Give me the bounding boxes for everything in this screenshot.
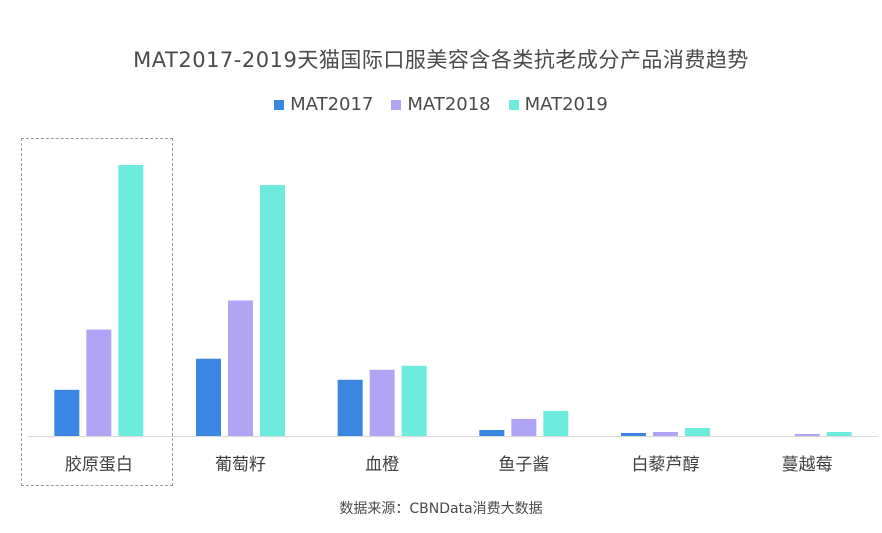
- bar-mat2018-4: [653, 431, 678, 436]
- bar-mat2019-0: [118, 165, 144, 436]
- legend-label-mat2017: MAT2017: [290, 94, 374, 115]
- source-note: 数据来源：CBNData消费大数据: [339, 501, 543, 517]
- bar-mat2019-4: [685, 427, 710, 436]
- bar-mat2019-5: [826, 431, 852, 436]
- bar-mat2017-4: [621, 432, 646, 436]
- legend-item-mat2017: MAT2017: [274, 94, 373, 115]
- legend-label-mat2019: MAT2019: [524, 94, 608, 115]
- chart-legend: MAT2017 MAT2018 MAT2019: [0, 94, 882, 115]
- bar-mat2018-2: [369, 369, 395, 436]
- bar-mat2017-0: [54, 389, 80, 436]
- chart-title: MAT2017-2019天猫国际口服美容含各类抗老成分产品消费趋势: [133, 48, 749, 72]
- bar-mat2018-3: [511, 418, 537, 436]
- legend-swatch-mat2018: [391, 99, 402, 110]
- bar-mat2019-3: [543, 410, 569, 436]
- x-tick-label: 血橙: [365, 455, 399, 475]
- highlight-box-collagen: [21, 138, 173, 486]
- x-tick-label: 胶原蛋白: [65, 455, 133, 475]
- x-tick-label: 葡萄籽: [215, 455, 266, 475]
- bar-mat2017-2: [337, 379, 363, 436]
- legend-swatch-mat2017: [274, 99, 285, 110]
- bar-mat2019-1: [260, 185, 285, 436]
- bar-mat2017-3: [479, 429, 505, 436]
- bar-mat2019-2: [401, 365, 427, 436]
- bar-mat2017-1: [196, 358, 221, 436]
- bar-mat2018-5: [794, 433, 820, 436]
- legend-item-mat2019: MAT2019: [508, 94, 608, 115]
- legend-swatch-mat2019: [508, 99, 519, 110]
- x-tick-label: 蔓越莓: [782, 455, 833, 475]
- x-tick-label: 鱼子酱: [498, 455, 549, 475]
- legend-label-mat2018: MAT2018: [407, 94, 491, 115]
- legend-item-mat2018: MAT2018: [391, 94, 491, 115]
- x-tick-label: 白藜芦醇: [632, 455, 700, 475]
- bar-mat2018-1: [228, 300, 253, 436]
- bar-mat2018-0: [86, 329, 112, 436]
